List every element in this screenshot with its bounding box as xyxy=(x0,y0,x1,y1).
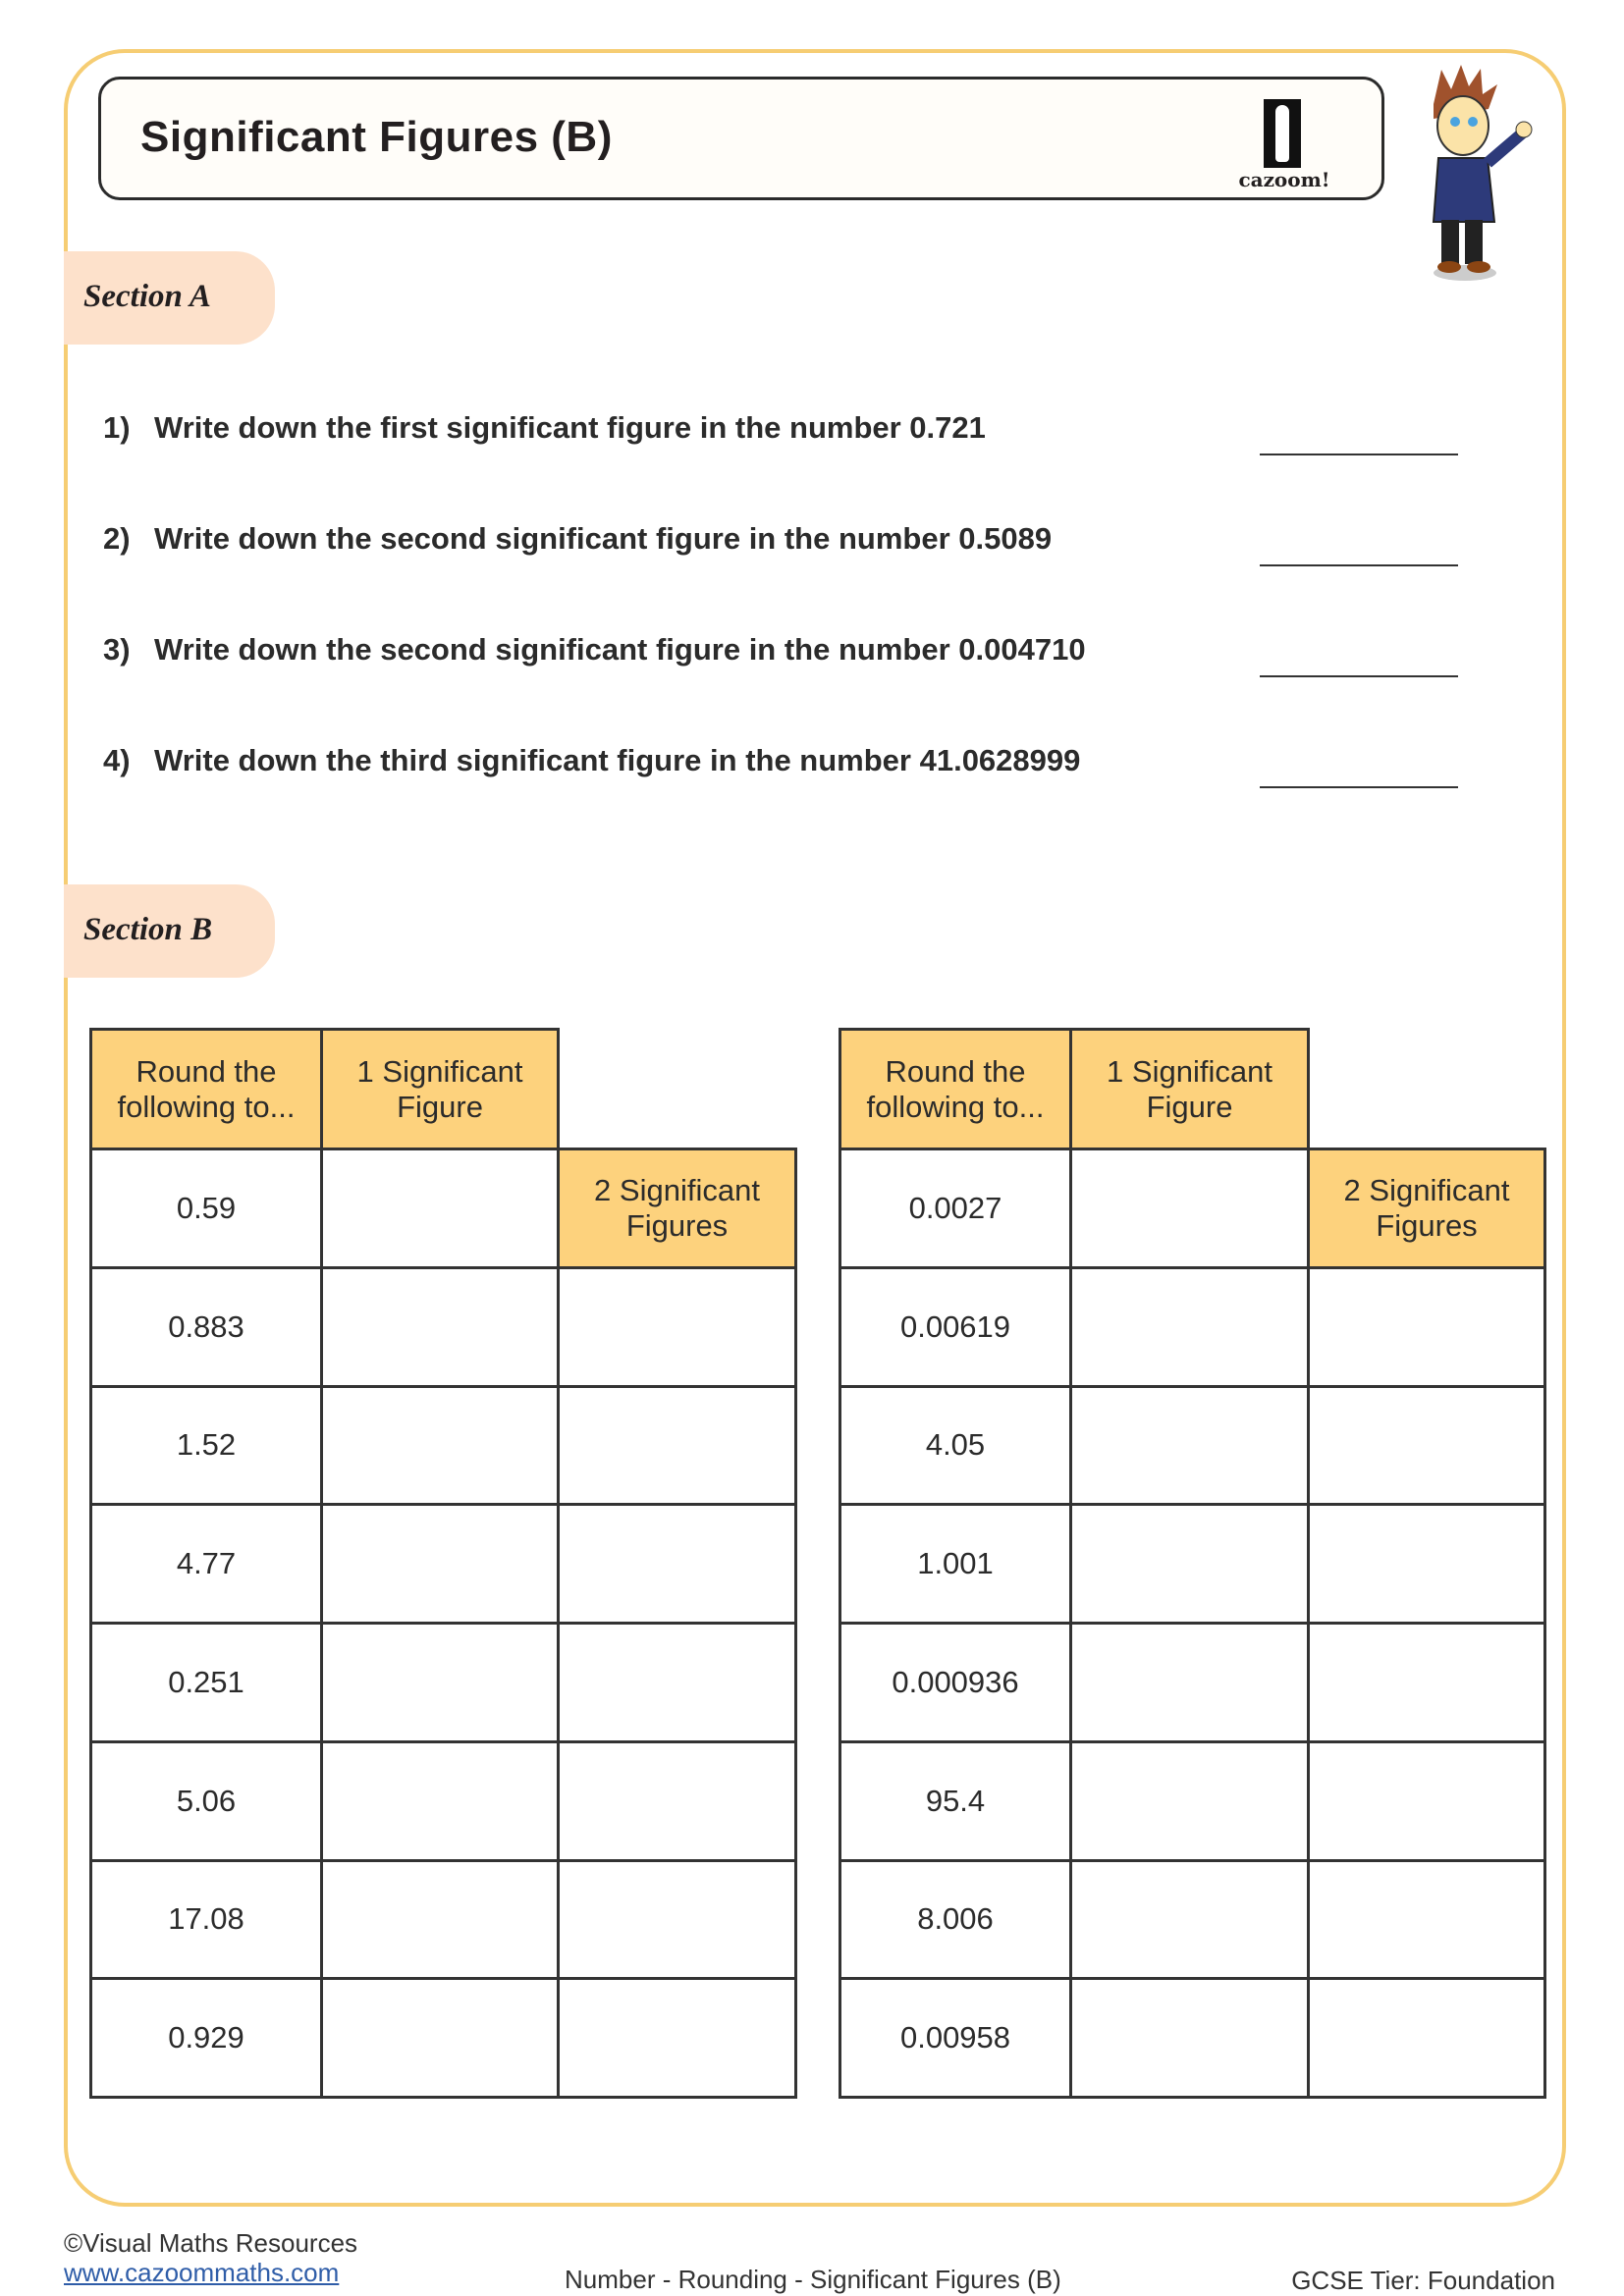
answer-2-sf-cell[interactable] xyxy=(557,1739,797,1862)
answer-line-3[interactable] xyxy=(1260,675,1458,677)
page-frame xyxy=(64,49,1566,2207)
number-cell: 4.77 xyxy=(89,1503,323,1625)
answer-1-sf-cell[interactable] xyxy=(320,1977,560,2099)
section-b-tab: Section B xyxy=(64,884,275,978)
answer-1-sf-cell[interactable] xyxy=(1069,1977,1310,2099)
answer-2-sf-cell[interactable] xyxy=(557,1858,797,1981)
answer-1-sf-cell[interactable] xyxy=(320,1265,560,1388)
question-number: 2) xyxy=(103,521,131,556)
section-b-label: Section B xyxy=(83,912,213,947)
logo-text: cazoom! xyxy=(1238,168,1330,191)
number-cell: 4.05 xyxy=(839,1384,1072,1507)
answer-line-4[interactable] xyxy=(1260,786,1458,788)
answer-2-sf-cell[interactable] xyxy=(1307,1977,1546,2099)
header-1-sf: 1 Significant Figure xyxy=(1069,1028,1310,1150)
answer-1-sf-cell[interactable] xyxy=(1069,1622,1310,1743)
number-cell: 0.251 xyxy=(89,1622,323,1743)
answer-2-sf-cell[interactable] xyxy=(557,1977,797,2099)
copyright: ©Visual Maths Resources xyxy=(64,2228,358,2258)
answer-1-sf-cell[interactable] xyxy=(320,1739,560,1862)
question-number: 3) xyxy=(103,632,131,667)
answer-1-sf-cell[interactable] xyxy=(1069,1265,1310,1388)
question-2: 2) Write down the second significant figu… xyxy=(103,521,1052,557)
answer-2-sf-cell[interactable] xyxy=(1307,1858,1546,1981)
number-cell: 1.001 xyxy=(839,1503,1072,1625)
answer-1-sf-cell[interactable] xyxy=(320,1858,560,1981)
number-cell: 0.00958 xyxy=(839,1977,1072,2099)
answer-2-sf-cell[interactable] xyxy=(1307,1265,1546,1388)
answer-1-sf-cell[interactable] xyxy=(1069,1148,1310,1269)
answer-line-1[interactable] xyxy=(1260,454,1458,455)
number-cell: 95.4 xyxy=(839,1739,1072,1862)
question-4: 4) Write down the third significant figur… xyxy=(103,743,1080,778)
answer-1-sf-cell[interactable] xyxy=(1069,1858,1310,1981)
answer-line-2[interactable] xyxy=(1260,564,1458,566)
title-box: Significant Figures (B) cazoom! xyxy=(98,77,1384,200)
answer-2-sf-cell[interactable] xyxy=(1307,1622,1546,1743)
question-number: 4) xyxy=(103,743,131,777)
number-cell: 0.0027 xyxy=(839,1148,1072,1269)
answer-2-sf-cell[interactable] xyxy=(1307,1739,1546,1862)
footer-tier: GCSE Tier: Foundation xyxy=(1291,2266,1555,2295)
number-cell: 0.000936 xyxy=(839,1622,1072,1743)
answer-1-sf-cell[interactable] xyxy=(320,1622,560,1743)
question-text: Write down the second significant figure… xyxy=(154,521,1053,556)
question-text: Write down the second significant figure… xyxy=(154,632,1086,667)
question-1: 1) Write down the first significant figur… xyxy=(103,410,986,446)
answer-2-sf-cell[interactable] xyxy=(1307,1503,1546,1625)
website-link[interactable]: www.cazoommaths.com xyxy=(64,2258,340,2287)
number-cell: 1.52 xyxy=(89,1384,323,1507)
answer-1-sf-cell[interactable] xyxy=(320,1503,560,1625)
cazoom-logo: cazoom! xyxy=(1230,91,1338,191)
header-round: Round the following to... xyxy=(89,1028,323,1150)
number-cell: 0.929 xyxy=(89,1977,323,2099)
header-round: Round the following to... xyxy=(839,1028,1072,1150)
number-cell: 0.883 xyxy=(89,1265,323,1388)
number-cell: 5.06 xyxy=(89,1739,323,1862)
mascot-illustration xyxy=(1432,65,1533,281)
answer-1-sf-cell[interactable] xyxy=(1069,1739,1310,1862)
answer-1-sf-cell[interactable] xyxy=(1069,1384,1310,1507)
header-2-sf: 2 Significant Figures xyxy=(557,1148,797,1269)
number-cell: 17.08 xyxy=(89,1858,323,1981)
answer-1-sf-cell[interactable] xyxy=(320,1148,560,1269)
answer-1-sf-cell[interactable] xyxy=(1069,1503,1310,1625)
question-number: 1) xyxy=(103,410,131,445)
question-text: Write down the first significant figure … xyxy=(154,410,986,445)
answer-2-sf-cell[interactable] xyxy=(557,1503,797,1625)
header-1-sf: 1 Significant Figure xyxy=(320,1028,560,1150)
answer-2-sf-cell[interactable] xyxy=(1307,1384,1546,1507)
answer-1-sf-cell[interactable] xyxy=(320,1384,560,1507)
page-title: Significant Figures (B) xyxy=(140,113,613,161)
answer-2-sf-cell[interactable] xyxy=(557,1622,797,1743)
header-2-sf: 2 Significant Figures xyxy=(1307,1148,1546,1269)
answer-2-sf-cell[interactable] xyxy=(557,1384,797,1507)
question-text: Write down the third significant figure … xyxy=(154,743,1081,777)
footer-topic: Number - Rounding - Significant Figures … xyxy=(565,2265,1061,2294)
question-3: 3) Write down the second significant figu… xyxy=(103,632,1086,667)
section-a-label: Section A xyxy=(83,279,211,314)
section-a-tab: Section A xyxy=(64,251,275,345)
number-cell: 0.00619 xyxy=(839,1265,1072,1388)
number-cell: 0.59 xyxy=(89,1148,323,1269)
number-cell: 8.006 xyxy=(839,1858,1072,1981)
answer-2-sf-cell[interactable] xyxy=(557,1265,797,1388)
